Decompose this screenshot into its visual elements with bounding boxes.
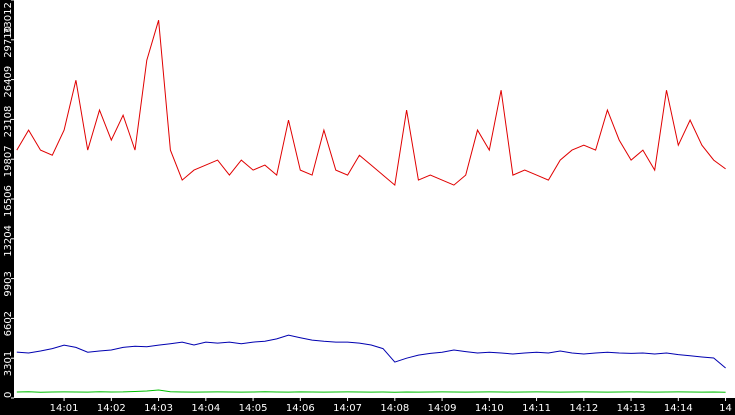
y-tick-label: 26409 [3, 66, 14, 98]
series-line [16, 20, 726, 187]
x-tick-label: 14:06 [286, 403, 315, 414]
x-tick-label: 14:12 [569, 403, 598, 414]
y-tick-label: 0 [3, 392, 14, 398]
x-tick-label: 14:09 [428, 403, 457, 414]
y-tick-label: 33012 [3, 2, 14, 34]
series-line [16, 389, 726, 393]
x-tick-label: 14:10 [475, 403, 504, 414]
x-tick-label: 14:13 [617, 403, 646, 414]
x-tick-label: 14:07 [333, 403, 362, 414]
x-tick-label: 14:14 [664, 403, 693, 414]
x-tick-label: 14:04 [191, 403, 220, 414]
x-tick-label: 14:01 [50, 403, 79, 414]
x-axis-strip [0, 398, 735, 415]
x-tick-label: 14:05 [239, 403, 268, 414]
x-tick-label: 14 [719, 403, 732, 414]
series-line [16, 334, 726, 369]
y-tick-label: 29710 [3, 26, 14, 58]
x-tick-label: 14:03 [144, 403, 173, 414]
y-tick-label: 19807 [3, 145, 14, 177]
y-tick-label: 16506 [3, 185, 14, 217]
y-tick-label: 6602 [3, 311, 14, 336]
y-tick-label: 23108 [3, 106, 14, 138]
y-tick-label: 9903 [3, 271, 14, 296]
x-tick-label: 14:02 [97, 403, 126, 414]
y-axis-strip [0, 0, 14, 415]
y-tick-label: 13204 [3, 225, 14, 257]
x-tick-label: 14:08 [380, 403, 409, 414]
x-tick-label: 14:11 [522, 403, 551, 414]
y-tick-label: 3301 [3, 351, 14, 376]
